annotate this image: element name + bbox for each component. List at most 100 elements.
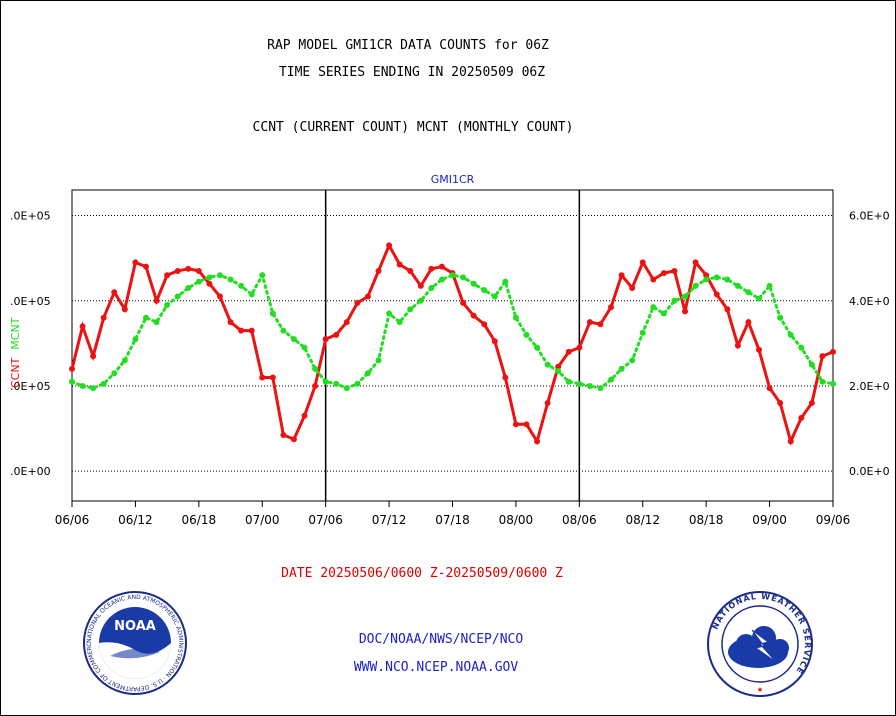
- website-link[interactable]: WWW.NCO.NCEP.NOAA.GOV: [353, 660, 519, 675]
- plot-area: [71, 189, 834, 502]
- data-point-ccnt: [354, 299, 361, 306]
- data-point-mcnt: [407, 306, 414, 313]
- data-point-mcnt: [449, 272, 456, 279]
- data-point-mcnt: [565, 378, 572, 385]
- data-point-mcnt: [90, 385, 97, 392]
- data-point-mcnt: [470, 280, 477, 287]
- data-point-mcnt: [185, 284, 192, 291]
- y-tick-label-right: 2.0E+0: [849, 380, 890, 393]
- data-point-mcnt: [69, 378, 75, 385]
- data-point-mcnt: [100, 380, 107, 387]
- data-point-ccnt: [438, 263, 445, 270]
- data-point-ccnt: [481, 321, 488, 328]
- data-point-ccnt: [565, 348, 572, 355]
- data-point-mcnt: [153, 319, 160, 326]
- data-point-ccnt: [460, 299, 467, 306]
- x-tick-label: 08/00: [499, 513, 534, 527]
- data-point-ccnt: [798, 414, 805, 421]
- svg-text:★: ★: [757, 684, 763, 695]
- data-point-ccnt: [407, 267, 414, 274]
- x-tick-label: 08/06: [562, 513, 597, 527]
- x-tick-label: 07/18: [435, 513, 470, 527]
- data-point-mcnt: [724, 276, 731, 283]
- noaa-logo-text: NOAA: [114, 619, 156, 634]
- data-point-ccnt: [79, 323, 86, 330]
- data-point-mcnt: [798, 344, 805, 351]
- data-point-mcnt: [322, 378, 329, 385]
- data-point-mcnt: [608, 376, 615, 383]
- data-point-mcnt: [682, 293, 689, 300]
- data-point-mcnt: [238, 282, 245, 289]
- data-point-mcnt: [121, 357, 128, 364]
- data-point-mcnt: [259, 272, 266, 279]
- data-point-ccnt: [153, 297, 160, 304]
- data-point-ccnt: [713, 291, 720, 298]
- data-point-ccnt: [502, 374, 509, 381]
- data-point-mcnt: [713, 274, 720, 281]
- data-point-ccnt: [269, 374, 276, 381]
- data-point-mcnt: [396, 319, 403, 326]
- data-point-ccnt: [703, 272, 710, 279]
- y-tick-label-left: .0E+05: [10, 295, 51, 308]
- data-point-mcnt: [597, 385, 604, 392]
- x-tick-label: 08/18: [689, 513, 724, 527]
- data-point-ccnt: [808, 400, 815, 407]
- data-point-ccnt: [639, 259, 646, 266]
- y-tick-label-right: 6.0E+0: [849, 210, 890, 223]
- data-point-ccnt: [586, 319, 593, 326]
- data-point-ccnt: [364, 293, 371, 300]
- data-point-ccnt: [164, 272, 171, 279]
- data-point-mcnt: [301, 344, 308, 351]
- data-point-mcnt: [502, 278, 509, 285]
- data-point-mcnt: [777, 314, 784, 321]
- data-point-ccnt: [470, 312, 477, 319]
- ylabel-ccnt: CCNT: [9, 357, 22, 388]
- data-point-mcnt: [428, 284, 435, 291]
- data-point-mcnt: [312, 365, 319, 372]
- data-point-mcnt: [174, 293, 181, 300]
- data-point-ccnt: [734, 342, 741, 349]
- data-point-ccnt: [195, 267, 202, 274]
- y-tick-label-left: .0E+00: [10, 465, 51, 478]
- data-point-ccnt: [819, 353, 826, 360]
- x-tick-label: 06/12: [118, 513, 153, 527]
- date-range: DATE 20250506/0600 Z-20250509/0600 Z: [281, 566, 563, 581]
- data-point-mcnt: [618, 365, 625, 372]
- x-tick-label: 06/18: [182, 513, 217, 527]
- y-tick-label-left: .0E+05: [10, 210, 51, 223]
- data-point-mcnt: [386, 310, 393, 317]
- data-point-mcnt: [703, 276, 710, 283]
- data-point-ccnt: [629, 284, 636, 291]
- x-tick-label: 09/06: [816, 513, 851, 527]
- data-point-ccnt: [185, 265, 192, 272]
- y-tick-label-right: 0.0E+0: [849, 465, 890, 478]
- data-point-ccnt: [608, 304, 615, 311]
- data-point-mcnt: [534, 344, 541, 351]
- data-point-ccnt: [312, 382, 319, 389]
- data-point-ccnt: [322, 336, 329, 343]
- title-line-1: RAP MODEL GMI1CR DATA COUNTS for 06Z: [267, 38, 549, 53]
- data-point-ccnt: [333, 331, 340, 338]
- data-point-ccnt: [576, 344, 583, 351]
- data-point-mcnt: [227, 276, 234, 283]
- data-point-mcnt: [830, 380, 836, 387]
- data-point-ccnt: [512, 421, 519, 428]
- data-point-mcnt: [195, 278, 202, 285]
- data-point-ccnt: [174, 267, 181, 274]
- data-point-ccnt: [100, 314, 107, 321]
- data-point-ccnt: [280, 431, 287, 438]
- data-point-mcnt: [819, 378, 826, 385]
- data-point-mcnt: [132, 336, 139, 343]
- data-point-mcnt: [639, 329, 646, 336]
- data-point-mcnt: [417, 297, 424, 304]
- data-point-mcnt: [206, 274, 213, 281]
- data-point-mcnt: [269, 310, 276, 317]
- y-tick-label-left: .0E+05: [10, 380, 51, 393]
- data-point-mcnt: [512, 314, 519, 321]
- data-point-mcnt: [576, 380, 583, 387]
- data-point-ccnt: [69, 365, 75, 372]
- data-point-mcnt: [756, 295, 763, 302]
- data-point-mcnt: [787, 331, 794, 338]
- data-point-mcnt: [364, 370, 371, 377]
- data-point-mcnt: [491, 293, 498, 300]
